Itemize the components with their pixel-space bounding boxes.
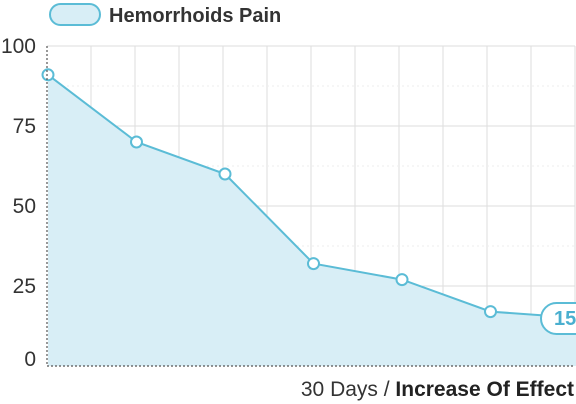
y-tick-label: 75: [13, 115, 36, 138]
data-point: [41, 68, 55, 82]
data-point: [484, 305, 497, 319]
x-axis-label: 30 Days / Increase Of Effect: [301, 378, 574, 401]
data-point: [130, 135, 143, 149]
axes: [46, 46, 575, 367]
callout-label: 15%: [554, 308, 576, 330]
data-points: [41, 68, 497, 319]
y-tick-label: 25: [13, 275, 36, 298]
y-tick-label: 50: [13, 195, 36, 218]
legend-swatch: [49, 3, 101, 26]
y-tick-label: 0: [24, 348, 36, 371]
x-axis-label-emphasis: Increase Of Effect: [395, 378, 574, 401]
area-fill: [48, 74, 576, 366]
callout-box: [540, 302, 576, 335]
y-tick-labels: 0 25 50 75 100: [1, 35, 36, 371]
x-axis-label-prefix: 30 Days /: [301, 378, 396, 401]
end-value-callout: 15%: [540, 302, 576, 335]
data-point: [218, 167, 232, 181]
legend-label: Hemorrhoids Pain: [109, 5, 281, 27]
data-point: [307, 257, 320, 271]
legend: Hemorrhoids Pain: [49, 3, 281, 27]
y-tick-label: 100: [1, 35, 36, 58]
data-point: [395, 273, 409, 287]
